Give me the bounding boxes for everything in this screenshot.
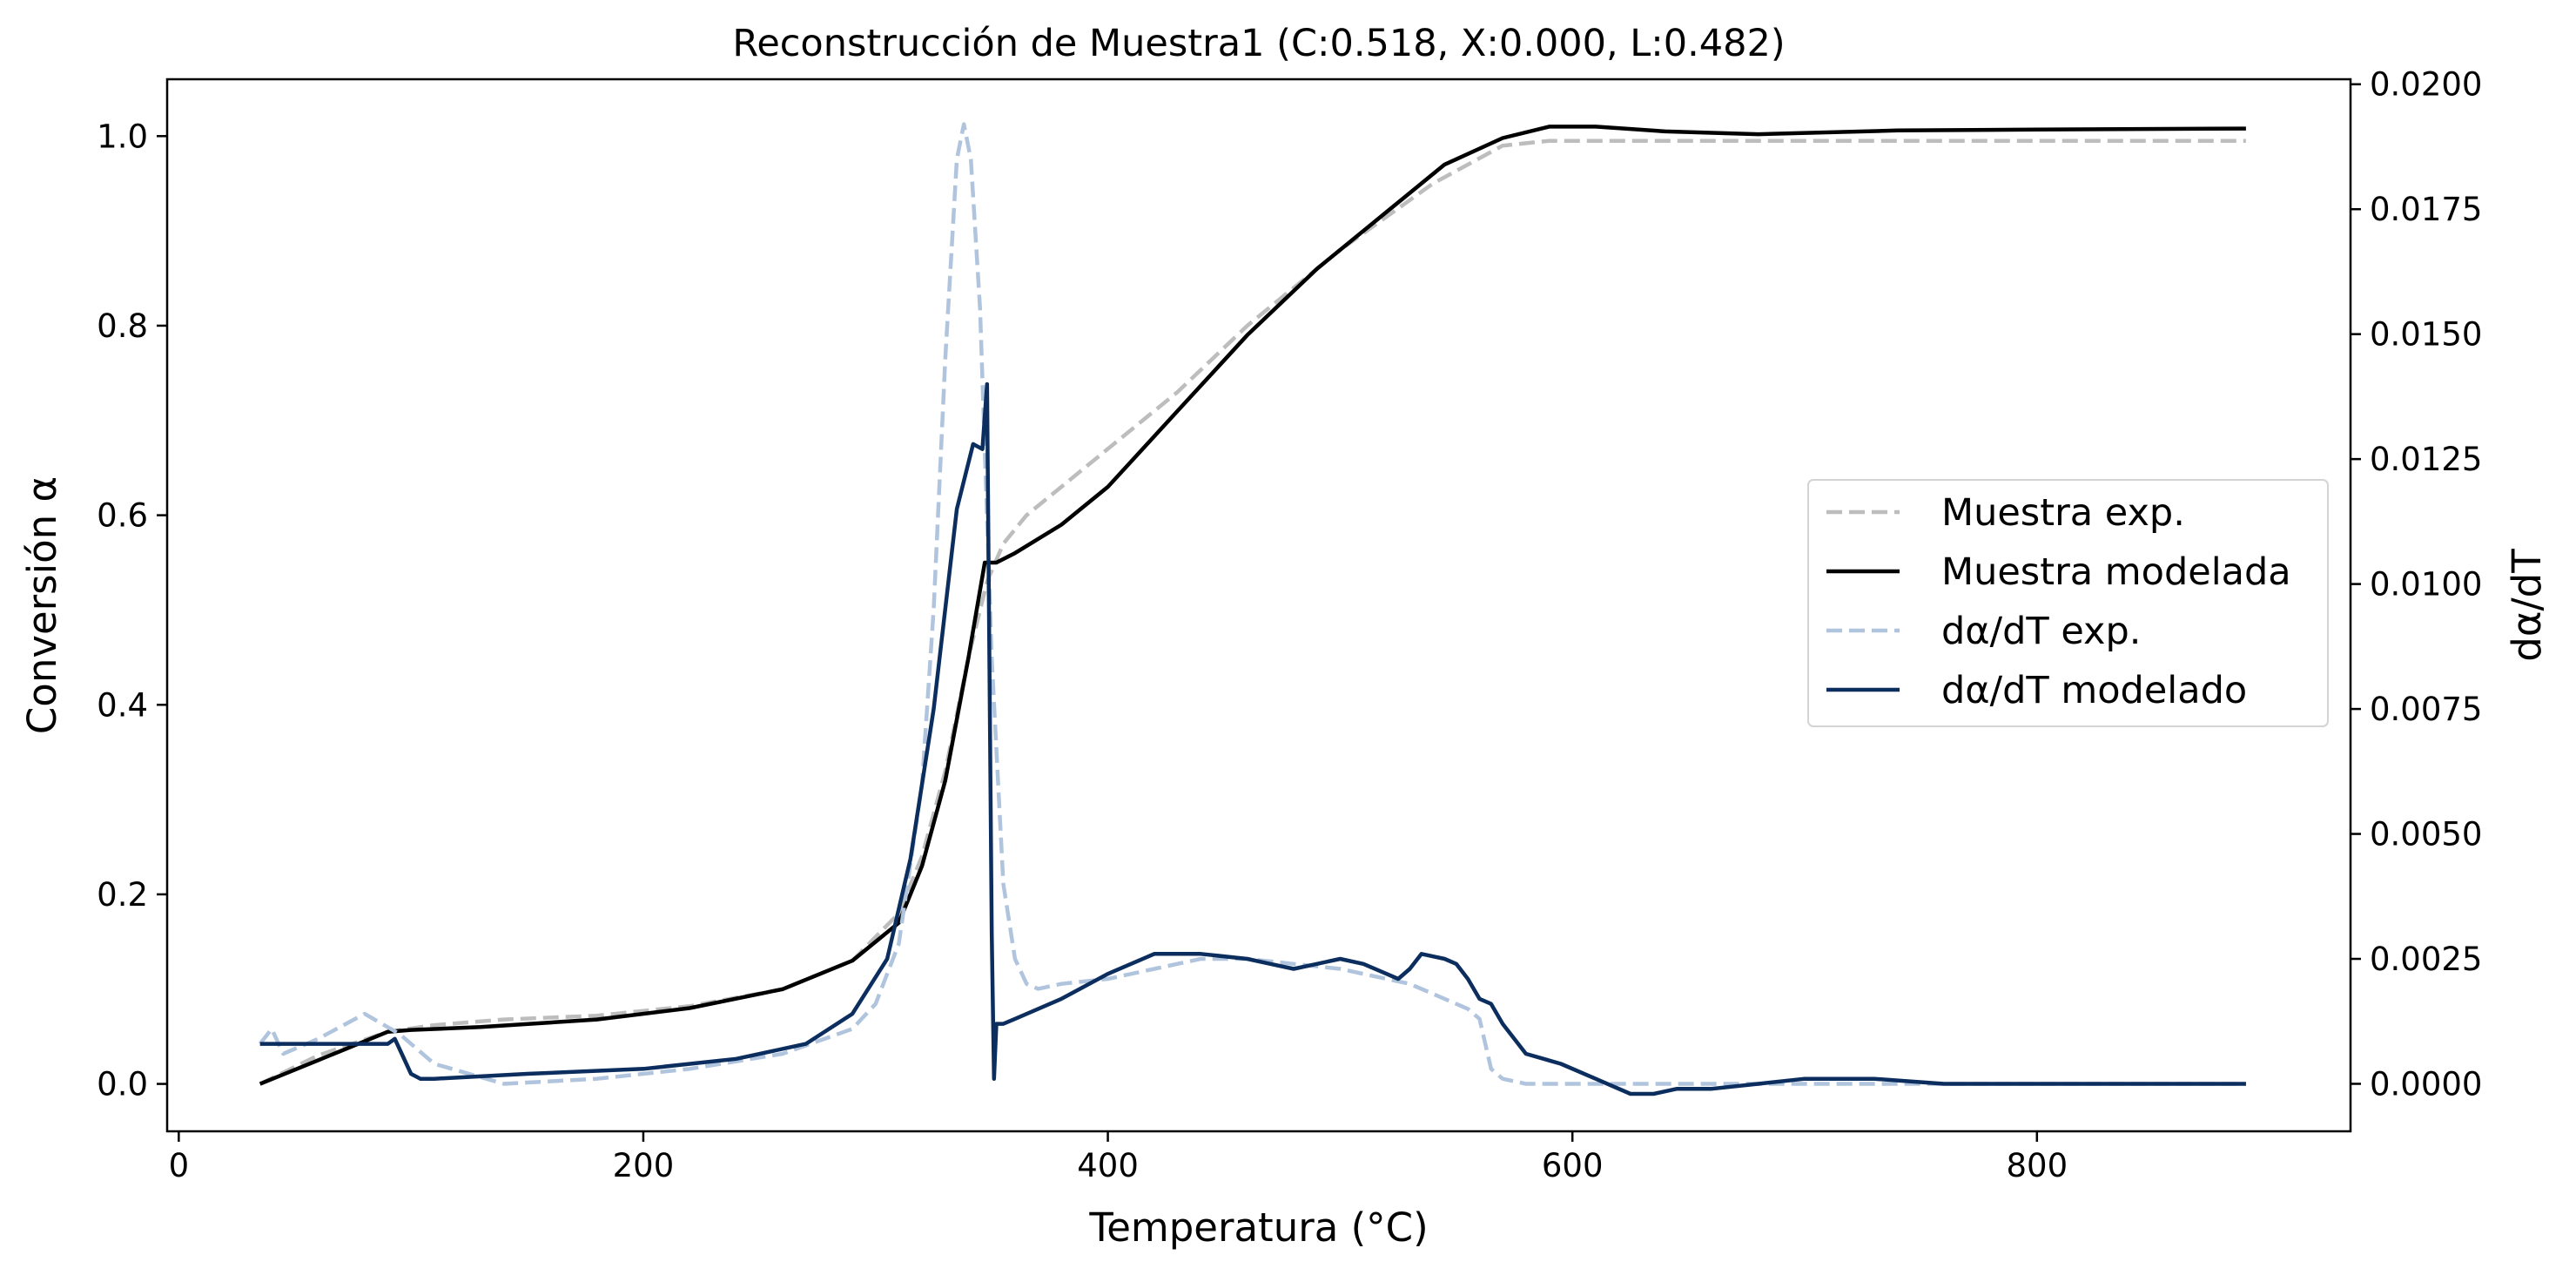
y2-tick-label: 0.0100 — [2370, 566, 2482, 604]
x-tick-label: 600 — [1542, 1147, 1604, 1184]
y-tick-label: 0.0 — [97, 1066, 148, 1103]
chart-title: Reconstrucción de Muestra1 (C:0.518, X:0… — [732, 22, 1785, 65]
legend-label-2: Muestra modelada — [1941, 550, 2291, 594]
x-tick-label: 400 — [1077, 1147, 1139, 1184]
y-tick-label: 1.0 — [97, 118, 148, 155]
series-layer — [258, 122, 2246, 1096]
y-axis-ticks: 0.0 0.2 0.4 0.6 0.8 1.0 — [97, 118, 167, 1103]
y2-tick-label: 0.0150 — [2370, 316, 2482, 354]
x-axis-label: Temperatura (°C) — [1088, 1204, 1428, 1251]
y2-axis-ticks: 0.0000 0.0025 0.0050 0.0075 0.0100 0.0125 0.01… — [2351, 66, 2482, 1103]
y2-tick-label: 0.0125 — [2370, 441, 2482, 478]
y2-tick-label: 0.0050 — [2370, 816, 2482, 853]
legend-label-4: dα/dT modelado — [1941, 669, 2247, 712]
y-tick-label: 0.4 — [97, 686, 148, 724]
legend-label-3: dα/dT exp. — [1941, 610, 2141, 653]
y-axis-label: Conversión α — [19, 476, 65, 734]
series-line-3 — [258, 122, 2246, 1086]
x-axis-ticks: 0 200 400 600 800 — [169, 1131, 2068, 1184]
y-tick-label: 0.6 — [97, 497, 148, 535]
x-tick-label: 0 — [169, 1147, 190, 1184]
y-tick-label: 0.8 — [97, 307, 148, 345]
x-tick-label: 800 — [2006, 1147, 2068, 1184]
y2-tick-label: 0.0200 — [2370, 66, 2482, 104]
plot-frame — [165, 78, 2352, 1133]
legend-entries: Muestra exp. Muestra modelada dα/dT exp. dα… — [1826, 491, 2291, 712]
y-tick-label: 0.2 — [97, 876, 148, 914]
y2-tick-label: 0.0025 — [2370, 941, 2482, 978]
series-line-4 — [259, 381, 2246, 1096]
legend: Muestra exp. Muestra modelada dα/dT exp. dα… — [1807, 479, 2329, 727]
series-line-2 — [259, 125, 2246, 1086]
y2-tick-label: 0.0175 — [2370, 191, 2482, 228]
legend-label-1: Muestra exp. — [1941, 491, 2185, 535]
y2-axis-label: dα/dT — [2504, 549, 2550, 662]
y2-tick-label: 0.0075 — [2370, 691, 2482, 728]
legend-box — [1807, 479, 2329, 727]
y2-tick-label: 0.0000 — [2370, 1065, 2482, 1103]
x-tick-label: 200 — [613, 1147, 675, 1184]
